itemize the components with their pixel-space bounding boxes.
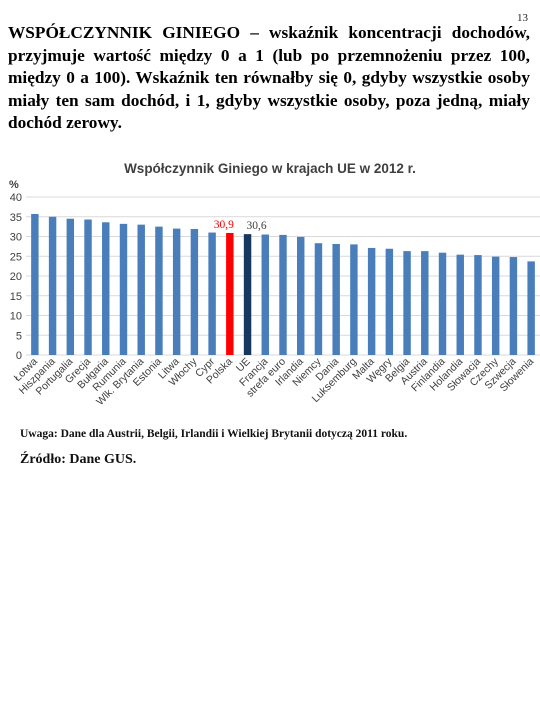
bar-austria — [421, 251, 429, 355]
page-number: 13 — [517, 12, 528, 24]
bar-polska — [226, 232, 234, 355]
chart-title: Współczynnik Giniego w krajach UE w 2012… — [124, 161, 416, 176]
bar-cypr — [208, 232, 216, 355]
y-tick-label: 10 — [10, 311, 22, 323]
data-label-ue: 30,6 — [246, 220, 266, 232]
bar-slowacja — [474, 255, 482, 355]
bar-rumunia — [119, 223, 128, 355]
y-axis-label: % — [9, 179, 19, 191]
data-labels: 30,9 30,6 — [214, 219, 267, 232]
bar-belgia — [403, 251, 411, 355]
bars — [31, 213, 535, 355]
bar-finlandia — [438, 252, 447, 355]
bar-francja — [261, 234, 269, 355]
bar-bulgaria — [102, 222, 110, 355]
y-tick-label: 5 — [16, 330, 22, 342]
data-label-polska: 30,9 — [214, 219, 234, 231]
y-tick-label: 30 — [10, 232, 22, 244]
intro-paragraph: WSPÓŁCZYNNIK GINIEGO – wskaźnik koncentr… — [8, 22, 530, 135]
bar-niemcy — [314, 243, 323, 355]
y-tick-label: 0 — [16, 350, 22, 362]
source-text: Źródło: Dane GUS. — [20, 452, 137, 467]
bar-hiszpania — [48, 216, 57, 355]
bar-dania — [332, 244, 340, 355]
bar-wlk-brytania — [137, 224, 145, 355]
bar-czechy — [491, 256, 500, 355]
intro-lead: WSPÓŁCZYNNIK GINIEGO — [8, 23, 241, 42]
bar-slowenia — [527, 261, 535, 355]
bar-wlochy — [190, 228, 199, 355]
bar-litwa — [172, 228, 181, 355]
bar-ue — [243, 234, 252, 355]
y-tick-label: 20 — [10, 271, 22, 283]
y-tick-label: 15 — [10, 291, 22, 303]
bar-malta — [367, 247, 376, 355]
gini-bar-chart: Współczynnik Giniego w krajach UE w 2012… — [9, 161, 540, 408]
intro-text: – wskaźnik koncentracji dochodów, przyjm… — [8, 23, 530, 132]
y-tick-label: 35 — [10, 212, 22, 224]
bar-holandia — [456, 254, 464, 355]
bar-portugalia — [66, 218, 75, 355]
bar-lotwa — [31, 213, 39, 355]
y-tick-labels: 0 5 10 15 20 25 30 35 40 — [10, 192, 22, 362]
bar-luksemburg — [350, 244, 358, 355]
bar-irlandia — [297, 236, 305, 355]
note-text: Uwaga: Dane dla Austrii, Belgii, Irlandi… — [20, 428, 408, 440]
bar-wegry — [385, 248, 394, 355]
bar-estonia — [155, 226, 163, 355]
y-tick-label: 25 — [10, 251, 22, 263]
bar-grecja — [84, 219, 92, 355]
y-tick-label: 40 — [10, 192, 22, 204]
bar-strefa-euro — [279, 234, 287, 355]
bar-szwecja — [509, 257, 518, 355]
x-tick-labels: ŁotwaHiszpaniaPortugaliaGrecjaBułgariaRu… — [12, 355, 537, 408]
